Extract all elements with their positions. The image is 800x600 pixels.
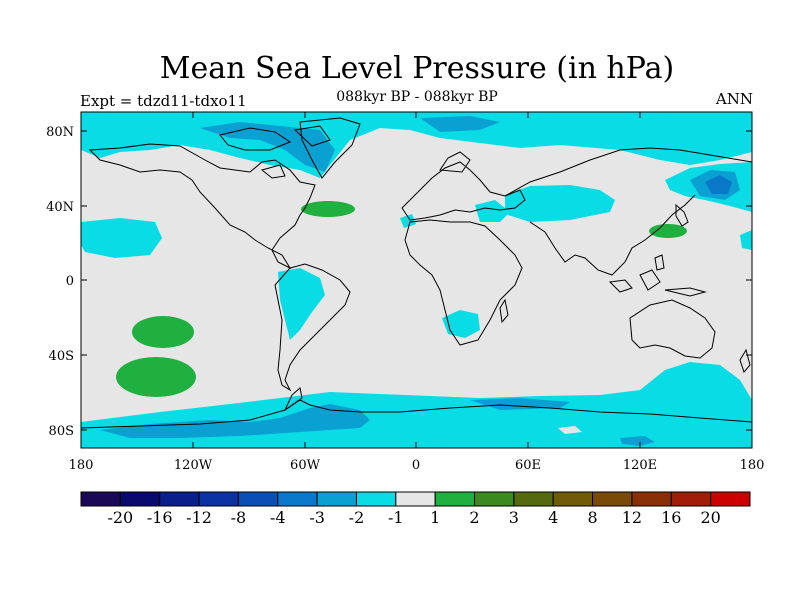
lon-label-120w: 120W (174, 458, 213, 473)
colorbar-box (513, 491, 554, 507)
australia-coast (629, 299, 716, 359)
new-zealand-coast (739, 348, 751, 373)
iberia-negative (400, 214, 416, 228)
colorbar-box (670, 491, 712, 507)
map-title: Mean Sea Level Pressure (in hPa) (159, 51, 675, 86)
colorbar-label: 8 (587, 508, 597, 527)
antarctic-deep-1 (100, 404, 370, 438)
colorbar-box (119, 491, 161, 507)
latitude-axis (81, 130, 752, 431)
colorbar-box (316, 491, 357, 507)
colorbar-labels: -20 -16 -12 -8 -4 -3 -2 -1 1 2 3 4 8 12 16 20 (107, 508, 720, 527)
colorbar-label: 20 (700, 508, 720, 527)
lon-label-180w: 180 (69, 458, 94, 473)
pressure-field (81, 112, 752, 448)
west-pacific-edge-negative (740, 230, 752, 250)
colorbar-box (198, 491, 239, 507)
lat-label-80s: 80S (49, 424, 74, 439)
scandinavia-coast (439, 151, 471, 173)
antarctic-peninsula (283, 387, 303, 412)
colorbar-box (552, 491, 594, 507)
north-pacific-core (705, 175, 732, 194)
coastlines (81, 117, 752, 429)
longitude-axis (80, 112, 753, 448)
southern-africa-negative (442, 310, 480, 338)
south-pacific-positive-2 (116, 357, 196, 397)
north-atlantic-positive (301, 201, 355, 217)
experiment-label: Expt = tdzd11-tdxo11 (80, 92, 247, 110)
southeast-asia-islands (608, 254, 707, 297)
arctic-islands (219, 125, 331, 151)
colorbar-box (631, 491, 672, 507)
europe-coast (401, 161, 526, 221)
central-pacific-negative (81, 218, 162, 258)
colorbar-label: -4 (270, 508, 286, 527)
lat-label-0: 0 (66, 274, 74, 289)
map-subtitle: 088kyr BP - 088kyr BP (336, 89, 498, 105)
colorbar-label: 1 (430, 508, 440, 527)
colorbar-box (237, 491, 279, 507)
lon-label-60w: 60W (290, 458, 321, 473)
colorbar-label: -16 (147, 508, 173, 527)
hudson-coast (260, 164, 286, 179)
colorbar-label: 4 (548, 508, 558, 527)
colorbar-label: -2 (349, 508, 365, 527)
south-america-negative (278, 268, 325, 340)
lat-label-40s: 40S (49, 349, 74, 364)
south-pacific-positive-1 (132, 316, 194, 348)
colorbar (80, 491, 751, 507)
madagascar-coast (499, 298, 509, 324)
mediterranean-negative (475, 200, 510, 222)
season-label: ANN (715, 90, 753, 108)
colorbar-box (355, 491, 397, 507)
lat-label-40n: 40N (46, 200, 74, 215)
colorbar-label: -20 (107, 508, 133, 527)
lat-label-80n: 80N (46, 125, 74, 140)
colorbar-box (710, 491, 751, 507)
eurasia-negative (505, 185, 615, 222)
colorbar-box (80, 491, 121, 507)
colorbar-box (474, 491, 515, 507)
colorbar-label: 2 (469, 508, 479, 527)
colorbar-box (592, 491, 633, 507)
colorbar-box (159, 491, 200, 507)
lon-label-0: 0 (412, 458, 420, 473)
antarctic-light-patch (558, 426, 582, 434)
colorbar-label: 3 (509, 508, 519, 527)
lon-label-120e: 120E (623, 458, 657, 473)
greenland-deep-region (420, 116, 500, 132)
lon-label-60e: 60E (515, 458, 541, 473)
japan-coast (675, 203, 689, 227)
colorbar-box (277, 491, 318, 507)
greenland-coast (299, 117, 361, 179)
northwest-pacific-positive (649, 224, 687, 238)
colorbar-box (434, 491, 476, 507)
antarctic-deep-2 (470, 398, 570, 410)
colorbar-label: -12 (186, 508, 212, 527)
antarctic-deep-3 (620, 436, 655, 446)
antarctica-coast (81, 399, 752, 429)
africa-coast (404, 219, 523, 346)
colorbar-label: -1 (388, 508, 404, 527)
colorbar-label: 12 (622, 508, 642, 527)
asia-coast (504, 147, 752, 276)
colorbar-label: 16 (661, 508, 681, 527)
lon-label-180e: 180 (740, 458, 765, 473)
south-america-coast (274, 263, 351, 392)
colorbar-label: -8 (231, 508, 247, 527)
north-america-coast (88, 143, 316, 270)
colorbar-box (395, 491, 436, 507)
colorbar-label: -3 (309, 508, 325, 527)
